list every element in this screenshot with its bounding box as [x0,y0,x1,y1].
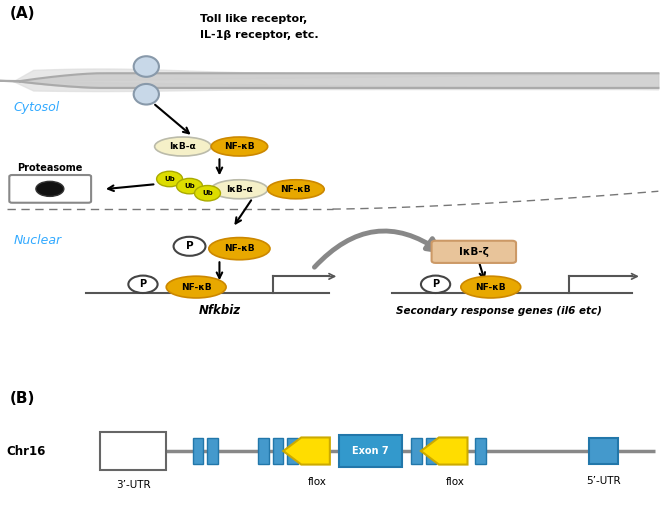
Text: P: P [432,279,439,289]
Text: IκB-α: IκB-α [226,185,253,194]
Text: Secondary response genes (il6 etc): Secondary response genes (il6 etc) [396,306,602,316]
Text: 5’-UTR: 5’-UTR [587,476,621,486]
Bar [287,438,298,464]
Text: NF-κB: NF-κB [475,282,506,292]
Bar [475,438,486,464]
Polygon shape [283,438,330,465]
Bar [207,438,218,464]
Ellipse shape [134,84,159,105]
FancyArrowPatch shape [315,231,439,267]
Text: Nuclear: Nuclear [13,233,61,246]
Text: Cytosol: Cytosol [13,101,60,114]
Bar [273,438,283,464]
Circle shape [128,276,158,293]
Circle shape [195,185,221,201]
Polygon shape [421,438,467,465]
Text: P: P [186,241,194,251]
Polygon shape [0,81,20,82]
Bar [411,438,422,464]
Circle shape [157,171,182,187]
FancyBboxPatch shape [9,175,91,203]
Circle shape [177,178,203,194]
Text: flox: flox [446,477,464,487]
Bar [258,438,269,464]
Circle shape [174,237,205,256]
Ellipse shape [211,180,268,199]
Text: P: P [140,279,146,289]
Ellipse shape [461,276,521,298]
Text: IκB-α: IκB-α [170,142,196,151]
Text: Ub: Ub [202,190,213,196]
Bar [100,432,166,470]
Text: IκB-ζ: IκB-ζ [459,247,488,257]
Text: Ub: Ub [164,176,175,182]
Circle shape [421,276,450,293]
Text: Chr16: Chr16 [7,444,46,457]
Bar [589,438,618,464]
Bar [193,438,203,464]
Text: (B): (B) [10,391,35,406]
Text: Exon 7: Exon 7 [352,446,389,456]
Ellipse shape [209,238,270,260]
Text: NF-κB: NF-κB [224,142,255,151]
Text: (A): (A) [10,6,35,21]
Text: NF-κB: NF-κB [281,185,311,194]
Ellipse shape [268,180,325,199]
Text: IL-1β receptor, etc.: IL-1β receptor, etc. [200,30,318,40]
Bar [426,438,436,464]
Text: NF-κB: NF-κB [181,282,211,292]
Ellipse shape [36,181,64,196]
Text: NF-κB: NF-κB [224,244,255,253]
Text: Toll like receptor,: Toll like receptor, [200,14,307,24]
Text: Ub: Ub [184,183,195,189]
Ellipse shape [211,137,268,156]
Text: flox: flox [308,477,327,487]
FancyBboxPatch shape [432,241,516,263]
Ellipse shape [166,276,226,298]
Ellipse shape [134,56,159,77]
Ellipse shape [155,137,211,156]
Text: Proteasome: Proteasome [17,164,82,173]
Text: 3’-UTR: 3’-UTR [116,480,150,490]
Bar [339,435,402,467]
Text: Nfkbiz: Nfkbiz [198,304,241,317]
